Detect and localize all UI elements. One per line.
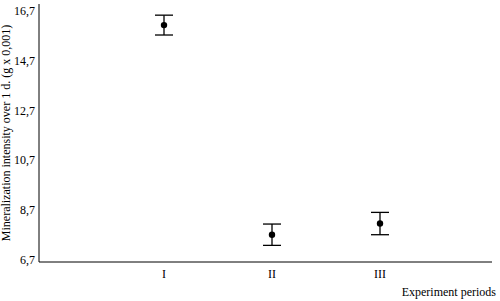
x-tick-label: I xyxy=(162,267,166,281)
error-bar xyxy=(155,15,173,35)
x-axis-label: Experiment periods xyxy=(402,285,497,299)
x-tick-label: III xyxy=(374,267,386,281)
error-cap xyxy=(155,15,173,16)
error-cap xyxy=(371,212,389,213)
y-axis-label: Mineralization intensity over 1 d. (g x … xyxy=(0,25,13,241)
error-cap xyxy=(371,234,389,235)
error-bar xyxy=(371,212,389,234)
chart: 6,78,710,712,714,716,7IIIIIIMineralizati… xyxy=(0,0,500,301)
error-bar xyxy=(263,224,281,245)
x-tick-label: II xyxy=(268,267,276,281)
error-cap xyxy=(263,223,281,224)
y-tick-label: 14,7 xyxy=(14,54,35,68)
x-axis xyxy=(39,262,492,263)
point xyxy=(161,22,167,28)
error-cap xyxy=(155,34,173,35)
y-tick-label: 8,7 xyxy=(20,203,35,217)
y-axis xyxy=(39,4,40,262)
y-tick-label: 16,7 xyxy=(14,4,35,18)
y-tick-label: 6,7 xyxy=(20,253,35,267)
y-tick-label: 12,7 xyxy=(14,104,35,118)
y-tick-label: 10,7 xyxy=(14,153,35,167)
error-cap xyxy=(263,245,281,246)
point xyxy=(377,220,383,226)
point xyxy=(269,232,275,238)
plot-area xyxy=(155,15,389,245)
